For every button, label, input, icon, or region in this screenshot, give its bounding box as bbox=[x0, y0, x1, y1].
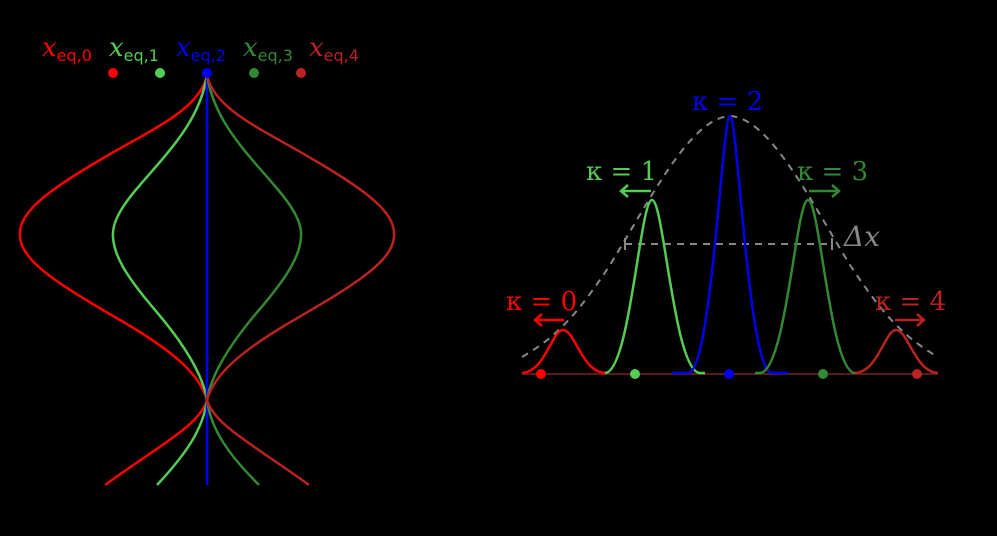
left-panel: xeq,0 xeq,1 xeq,2 xeq,3 xeq,4 bbox=[18, 33, 396, 487]
kappa-label-2: κ = 2 bbox=[692, 87, 763, 117]
label-x-eq-1: xeq,1 bbox=[109, 33, 159, 65]
kappa-label-4: κ = 4 bbox=[875, 287, 946, 317]
arrow-right-k3 bbox=[809, 184, 841, 198]
direction-arrows bbox=[533, 184, 926, 327]
label-x-eq-3: xeq,3 bbox=[243, 33, 293, 65]
peak-k3 bbox=[755, 198, 856, 375]
trajectory-k4 bbox=[205, 74, 396, 487]
trajectories bbox=[18, 74, 396, 487]
label-x-eq-2: xeq,2 bbox=[176, 33, 226, 65]
arrow-left-k0 bbox=[533, 313, 564, 327]
label-x-eq-4: xeq,4 bbox=[309, 33, 359, 65]
kappa-label-1: κ = 1 bbox=[586, 157, 657, 187]
x-eq-labels: xeq,0 xeq,1 xeq,2 xeq,3 xeq,4 bbox=[42, 33, 359, 65]
dot-eq-0 bbox=[108, 68, 118, 78]
trajectory-k0 bbox=[18, 74, 209, 487]
peak-k0 bbox=[521, 328, 606, 375]
kappa-label-0: κ = 0 bbox=[506, 287, 577, 317]
equilibrium-dots-baseline bbox=[536, 369, 922, 379]
baseline-dot-3 bbox=[818, 369, 828, 379]
right-panel: Δx κ = 0 κ = 1 κ = 2 κ = 3 κ = 4 bbox=[506, 87, 946, 379]
kappa-label-3: κ = 3 bbox=[797, 157, 868, 187]
peak-k2 bbox=[672, 114, 788, 375]
trajectory-k1 bbox=[111, 74, 209, 486]
dot-eq-1 bbox=[155, 68, 165, 78]
gaussian-peaks bbox=[521, 114, 939, 375]
baseline-dot-0 bbox=[536, 369, 546, 379]
arrow-left-k1 bbox=[619, 184, 651, 198]
delta-x-label: Δx bbox=[843, 220, 880, 253]
baseline-dot-2 bbox=[724, 369, 734, 379]
dot-eq-3 bbox=[249, 68, 259, 78]
gaussian-envelope bbox=[521, 114, 939, 358]
baseline-dot-4 bbox=[912, 369, 922, 379]
peak-k1 bbox=[604, 198, 705, 375]
dot-eq-4 bbox=[296, 68, 306, 78]
peak-k4 bbox=[854, 328, 939, 375]
arrow-right-k4 bbox=[895, 313, 926, 327]
label-x-eq-0: xeq,0 bbox=[42, 33, 92, 65]
focal-point-top bbox=[202, 68, 212, 78]
trajectory-k3 bbox=[205, 74, 303, 486]
baseline-dot-1 bbox=[630, 369, 640, 379]
